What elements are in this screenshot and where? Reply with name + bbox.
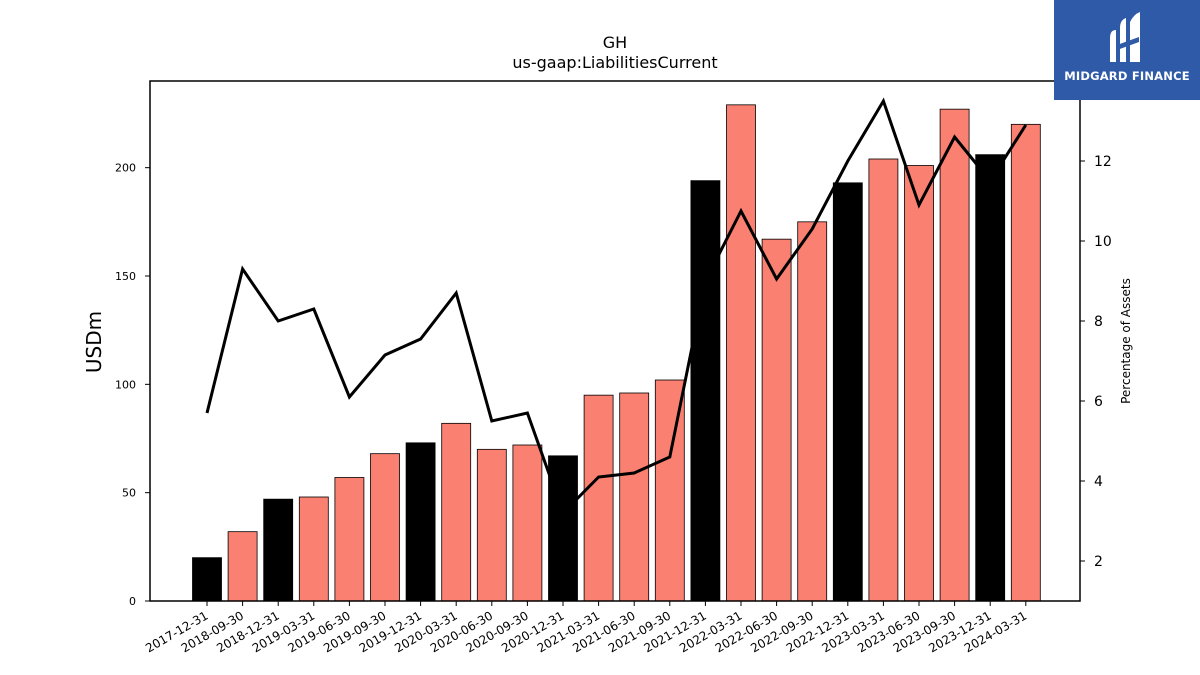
line-series xyxy=(205,97,1028,516)
bar-2017-12-31 xyxy=(192,557,222,602)
bar-2022-06-30 xyxy=(761,238,792,602)
bar-2021-06-30 xyxy=(619,392,650,602)
bar-2020-03-31 xyxy=(441,422,472,602)
midgard-logo-icon xyxy=(1110,12,1140,62)
bar-2018-09-30 xyxy=(227,531,258,602)
y2-axis-label: Percentage of Assets xyxy=(1119,278,1133,404)
y2-tick-label-12: 12 xyxy=(1094,154,1112,170)
bar-2019-12-31 xyxy=(405,442,436,602)
y-tick-label-0: 0 xyxy=(129,595,136,608)
bar-2024-03-31 xyxy=(1010,123,1041,602)
y2-tick-label-10: 10 xyxy=(1094,234,1112,250)
line-layer xyxy=(205,97,1028,516)
bar-2023-03-31 xyxy=(868,158,899,602)
bars-layer xyxy=(192,104,1041,602)
y2-tick-label-4: 4 xyxy=(1094,474,1103,490)
bar-2020-09-30 xyxy=(512,444,543,602)
y-tick-label-200: 200 xyxy=(115,162,136,175)
y2-tick-label-6: 6 xyxy=(1094,394,1103,410)
y-tick-label-50: 50 xyxy=(122,487,136,500)
chart-title: GH xyxy=(603,33,627,52)
bar-2022-12-31 xyxy=(832,182,863,602)
bar-2019-03-31 xyxy=(298,496,329,602)
y2-tick-label-8: 8 xyxy=(1094,314,1103,330)
y-tick-label-150: 150 xyxy=(115,270,136,283)
brand-name: MIDGARD FINANCE xyxy=(1064,69,1190,83)
bar-2020-12-31 xyxy=(548,455,578,602)
bar-2023-09-30 xyxy=(939,108,970,602)
bar-2022-09-30 xyxy=(797,221,828,602)
chart-subtitle: us-gaap:LiabilitiesCurrent xyxy=(512,53,717,72)
bar-2019-09-30 xyxy=(370,453,400,602)
bar-2020-06-30 xyxy=(476,448,507,602)
y-tick-label-100: 100 xyxy=(115,378,136,391)
bar-2023-06-30 xyxy=(904,165,934,602)
bar-2019-06-30 xyxy=(334,477,365,602)
bar-2021-03-31 xyxy=(583,394,614,602)
bar-2023-12-31 xyxy=(975,154,1006,602)
bar-2021-09-30 xyxy=(654,379,685,602)
bar-2022-03-31 xyxy=(726,104,756,602)
bar-2018-12-31 xyxy=(263,498,294,602)
brand-logo: MIDGARD FINANCE xyxy=(1054,0,1200,100)
y2-tick-label-2: 2 xyxy=(1094,554,1103,570)
bar-2021-12-31 xyxy=(690,180,721,602)
y-axis-label: USDm xyxy=(82,311,106,373)
plot-frame xyxy=(149,80,1081,602)
